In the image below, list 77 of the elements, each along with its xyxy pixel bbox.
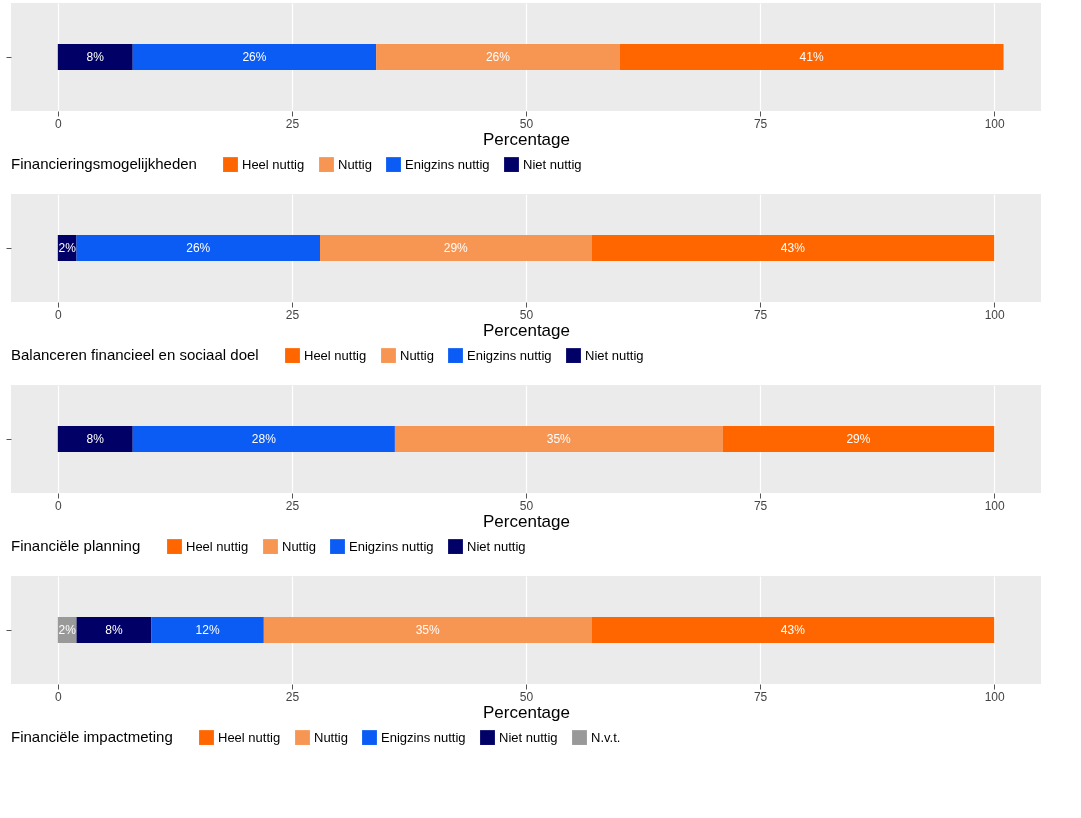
bar <box>76 617 152 643</box>
bar <box>591 235 995 261</box>
legend-label: Niet nuttig <box>585 347 644 363</box>
x-tick-label: 75 <box>753 689 768 704</box>
data-label: 26% <box>186 241 211 255</box>
x-tick-label: 25 <box>285 116 300 131</box>
x-tick-label: 50 <box>519 116 534 131</box>
legend-title: Financiële planning <box>11 537 141 554</box>
legend-label: Heel nuttig <box>218 729 281 745</box>
legend-label: Niet nuttig <box>467 538 526 554</box>
x-tick-label: 75 <box>753 307 768 322</box>
data-label: 41% <box>799 50 824 64</box>
bar <box>591 617 995 643</box>
x-tick-label: 75 <box>753 498 768 513</box>
legend-label: Nuttig <box>338 156 372 172</box>
bar <box>320 235 592 261</box>
x-tick-label: 50 <box>519 498 534 513</box>
x-axis-title: Percentage <box>483 702 570 722</box>
data-label: 26% <box>242 50 267 64</box>
legend-label: Enigzins nuttig <box>467 347 552 363</box>
x-tick-label: 50 <box>519 307 534 322</box>
data-label: 35% <box>546 432 572 446</box>
bar <box>263 617 592 643</box>
legend-label: Niet nuttig <box>499 729 558 745</box>
legend-label: Niet nuttig <box>523 156 582 172</box>
x-tick-label: 25 <box>285 498 300 513</box>
bar <box>151 617 264 643</box>
x-tick-label: 0 <box>54 116 62 131</box>
data-label: 29% <box>846 432 871 446</box>
x-tick-label: 100 <box>984 307 1006 322</box>
bar <box>57 44 133 70</box>
data-label: 26% <box>485 50 511 64</box>
legend-title: Balanceren financieel en sociaal doel <box>11 346 259 363</box>
data-label: 43% <box>780 623 806 637</box>
legend-label: Enigzins nuttig <box>381 729 466 745</box>
x-axis-title: Percentage <box>483 511 570 531</box>
data-label: 35% <box>415 623 441 637</box>
legend-label: Enigzins nuttig <box>349 538 434 554</box>
x-tick-label: 25 <box>285 307 300 322</box>
x-tick-label: 50 <box>519 689 534 704</box>
bar <box>619 44 1004 70</box>
legend-label: Heel nuttig <box>186 538 249 554</box>
data-label: 8% <box>86 432 105 446</box>
x-tick-label: 100 <box>984 498 1006 513</box>
x-tick-label: 75 <box>753 116 768 131</box>
legend-title: Financieringsmogelijkheden <box>11 155 197 172</box>
data-label: 2% <box>58 623 77 637</box>
x-axis-title: Percentage <box>483 320 570 340</box>
x-axis-title: Percentage <box>483 129 570 149</box>
data-label: 43% <box>780 241 806 255</box>
x-tick-label: 0 <box>54 689 62 704</box>
x-tick-label: 100 <box>984 689 1006 704</box>
data-label: 8% <box>86 50 105 64</box>
data-label: 12% <box>195 623 220 637</box>
bar <box>132 44 377 70</box>
legend-title: Financiële impactmeting <box>11 728 173 745</box>
legend-label: N.v.t. <box>591 729 621 745</box>
bar <box>57 426 133 452</box>
bar <box>394 426 723 452</box>
data-label: 2% <box>58 241 77 255</box>
legend-label: Nuttig <box>282 538 316 554</box>
legend-label: Heel nuttig <box>242 156 305 172</box>
x-tick-label: 100 <box>984 116 1006 131</box>
data-label: 28% <box>251 432 277 446</box>
bar <box>76 235 320 261</box>
legend-label: Enigzins nuttig <box>405 156 490 172</box>
x-tick-label: 25 <box>285 689 300 704</box>
x-tick-label: 0 <box>54 307 62 322</box>
legend-label: Nuttig <box>400 347 434 363</box>
data-label: 8% <box>105 623 123 637</box>
legend-label: Nuttig <box>314 729 348 745</box>
bar <box>722 426 995 452</box>
bar <box>132 426 395 452</box>
legend-label: Heel nuttig <box>304 347 367 363</box>
data-label: 29% <box>443 241 469 255</box>
x-tick-label: 0 <box>54 498 62 513</box>
bar <box>376 44 620 70</box>
